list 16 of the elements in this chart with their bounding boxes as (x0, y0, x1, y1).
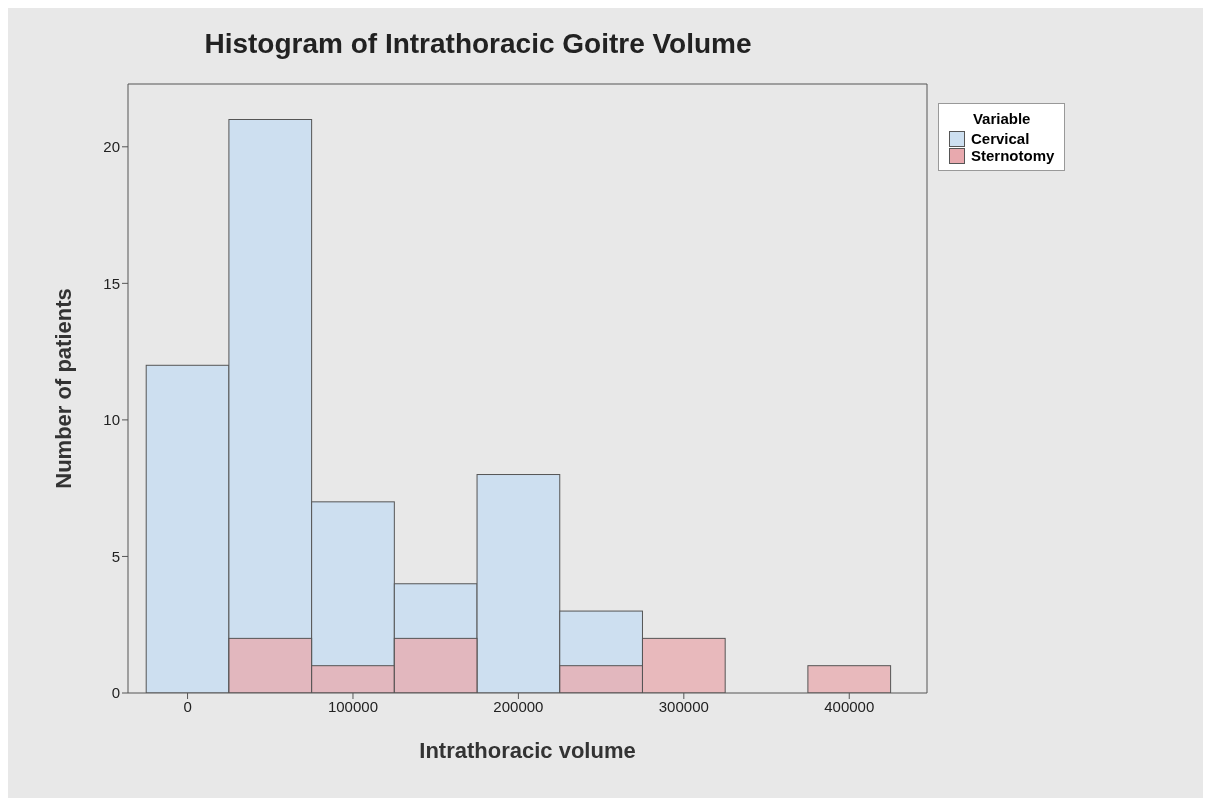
y-tick-label: 15 (103, 274, 120, 292)
y-tick-label: 10 (103, 411, 120, 429)
x-axis-title: Intrathoracic volume (419, 738, 636, 763)
legend-label: Cervical (970, 130, 1031, 147)
x-tick-label: 300000 (658, 697, 709, 715)
legend-title: Variable (971, 110, 1032, 127)
x-tick-label: 400000 (824, 697, 875, 715)
y-tick-label: 0 (111, 684, 120, 702)
x-tick-label: 100000 (327, 697, 379, 715)
y-tick-label: 20 (103, 138, 120, 156)
legend-label: Sternotomy (970, 147, 1055, 164)
x-tick-label: 200000 (493, 697, 544, 715)
chart-title: Histogram of Intrathoracic Goitre Volume (203, 27, 753, 60)
x-tick-label: 0 (183, 697, 192, 715)
y-axis-title: Number of patients (50, 288, 76, 489)
y-tick-label: 5 (111, 547, 120, 565)
